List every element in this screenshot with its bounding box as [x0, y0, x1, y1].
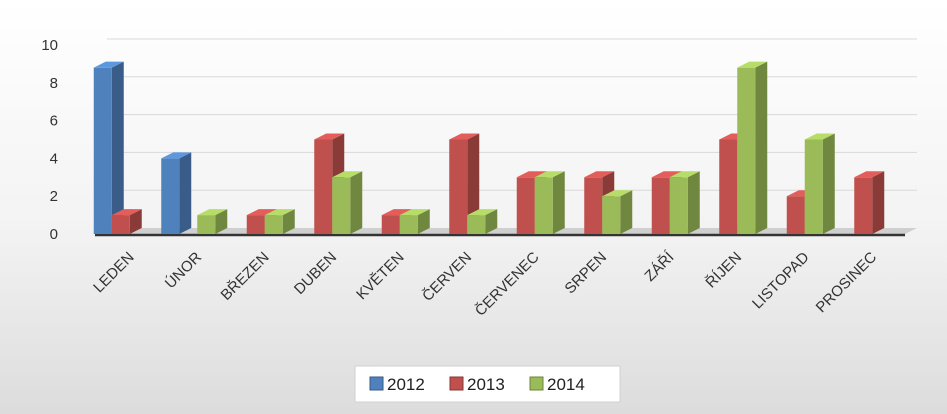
bar-top-face — [737, 61, 768, 68]
y-tick-label: 8 — [50, 75, 58, 92]
bar-front-face — [651, 177, 670, 234]
bar-top-face — [516, 171, 547, 178]
bar-front-face — [264, 215, 283, 234]
bar-front-face — [111, 215, 130, 234]
bar-top-face — [602, 190, 633, 197]
bar-front-face — [332, 177, 351, 234]
bar-2014-říjen — [737, 61, 768, 235]
legend-swatch — [369, 376, 384, 391]
bar-2013-červen — [449, 133, 480, 234]
bar-2012-leden — [93, 61, 124, 235]
bar-top-face — [804, 133, 835, 140]
bar-top-face — [264, 209, 295, 216]
bar-side-face — [687, 171, 700, 234]
legend-swatch — [529, 376, 544, 391]
bar-2014-duben — [332, 171, 363, 234]
legend: 2012 2013 2014 — [354, 365, 621, 403]
y-tick-label: 2 — [50, 188, 58, 205]
bar-side-face — [179, 152, 192, 234]
bar-side-face — [552, 171, 565, 234]
bar-2014-srpen — [602, 190, 633, 234]
bar-top-face — [314, 133, 345, 140]
bar-front-face — [197, 215, 216, 234]
bar-front-face — [804, 139, 823, 234]
bar-front-face — [93, 67, 112, 235]
bar-side-face — [111, 61, 124, 235]
bar-side-face — [467, 133, 480, 234]
bar-front-face — [314, 139, 333, 234]
y-tick-label: 6 — [50, 113, 58, 130]
bar-front-face — [399, 215, 418, 234]
bar-2013-prosinec — [854, 171, 885, 234]
bar-2014-březen — [264, 209, 295, 234]
bar-front-face — [381, 215, 400, 234]
bar-top-face — [246, 209, 277, 216]
bar-side-face — [485, 209, 498, 234]
legend-label: 2013 — [467, 375, 505, 394]
bar-front-face — [246, 215, 265, 234]
bars — [93, 61, 885, 235]
bar-front-face — [534, 177, 553, 234]
bar-side-face — [350, 171, 363, 234]
legend-item-2014: 2014 — [529, 375, 585, 394]
bar-front-face — [516, 177, 535, 234]
legend-item-2012: 2012 — [369, 375, 425, 394]
y-axis-ticks: 0 2 4 6 8 10 — [41, 37, 58, 243]
bar-2014-červenec — [534, 171, 565, 234]
bar-side-face — [282, 209, 295, 234]
bar-top-face — [651, 171, 682, 178]
bar-2014-listopad — [804, 133, 835, 234]
bar-top-face — [399, 209, 430, 216]
bar-side-face — [620, 190, 633, 234]
bar-front-face — [449, 139, 468, 234]
bar-front-face — [719, 139, 738, 234]
bar-front-face — [467, 215, 486, 234]
bar-2014-září — [669, 171, 700, 234]
legend-box — [354, 365, 621, 403]
y-tick-label: 0 — [50, 226, 58, 243]
bar-top-face — [111, 209, 142, 216]
bar-top-face — [854, 171, 885, 178]
bar-front-face — [584, 177, 603, 234]
bar-front-face — [161, 158, 180, 234]
bar-top-face — [534, 171, 565, 178]
bar-side-face — [755, 61, 768, 235]
bar-2014-červen — [467, 209, 498, 234]
bar-top-face — [161, 152, 192, 159]
bar-2014-únor — [197, 209, 228, 234]
bar-side-face — [129, 209, 142, 234]
legend-item-2013: 2013 — [449, 375, 505, 394]
bar-side-face — [215, 209, 228, 234]
y-tick-label: 10 — [41, 37, 58, 54]
bar-side-face — [872, 171, 885, 234]
bar-front-face — [737, 67, 756, 235]
bar-top-face — [467, 209, 498, 216]
bar-2013-leden — [111, 209, 142, 234]
y-tick-label: 4 — [50, 150, 58, 167]
bar-2014-květen — [399, 209, 430, 234]
bar-top-face — [93, 61, 124, 68]
bar-side-face — [417, 209, 430, 234]
legend-swatch — [449, 376, 464, 391]
bar-top-face — [197, 209, 228, 216]
bar-front-face — [786, 196, 805, 234]
bar-top-face — [584, 171, 615, 178]
bar-side-face — [822, 133, 835, 234]
floor-plane — [95, 228, 917, 234]
chart-floor — [95, 228, 917, 237]
bar-front-face — [854, 177, 873, 234]
legend-label: 2012 — [387, 375, 425, 394]
bar-top-face — [449, 133, 480, 140]
bar-top-face — [381, 209, 412, 216]
gridlines — [107, 38, 917, 191]
bar-top-face — [669, 171, 700, 178]
bar-top-face — [332, 171, 363, 178]
bar-front-face — [669, 177, 688, 234]
bar-2012-únor — [161, 152, 192, 234]
bar-front-face — [602, 196, 621, 234]
legend-label: 2014 — [547, 375, 585, 394]
